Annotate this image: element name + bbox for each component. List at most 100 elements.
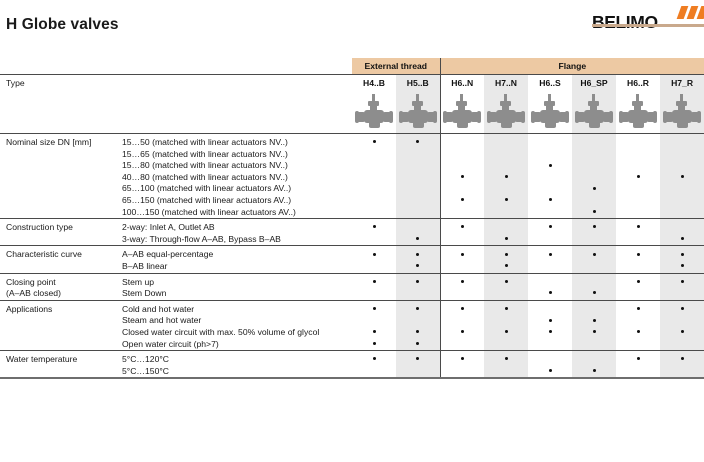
product-image-row (0, 90, 704, 134)
availability-cell (396, 234, 440, 246)
availability-cell (441, 261, 485, 273)
spacer-cell (0, 90, 118, 134)
availability-cell (396, 149, 440, 161)
product-image-cell (572, 90, 617, 134)
availability-cell (441, 183, 485, 195)
availability-cell (572, 339, 616, 351)
availability-dot (460, 175, 464, 179)
availability-cell (572, 234, 616, 246)
availability-cell (352, 149, 396, 161)
product-image-cell (660, 90, 704, 134)
availability-cell (616, 172, 660, 184)
section-label: Nominal size DN [mm] (0, 132, 118, 220)
section-column-cells (528, 245, 573, 274)
availability-cell (441, 315, 485, 327)
row-description: 65…100 (matched with linear actuators AV… (122, 183, 292, 194)
row-description: A–AB equal-percentage (122, 249, 214, 260)
section-descriptions: 15…50 (matched with linear actuators NV.… (118, 132, 352, 220)
availability-cell (660, 149, 704, 161)
section-row: Construction type 2-way: Inlet A, Outlet … (0, 218, 704, 247)
section-column-cells (528, 350, 573, 380)
availability-cell (616, 315, 660, 327)
section-column-cells (484, 350, 529, 380)
availability-cell (352, 327, 396, 339)
logo-underline (592, 24, 704, 27)
availability-cell (616, 195, 660, 207)
availability-cell (484, 234, 528, 246)
availability-cell (660, 304, 704, 316)
availability-cell (484, 195, 528, 207)
availability-cell (484, 315, 528, 327)
section-column-cells (396, 350, 441, 380)
availability-cell (441, 149, 485, 161)
availability-dot (416, 357, 420, 361)
availability-cell (528, 183, 572, 195)
row-description: Open water circuit (ph>7) (122, 338, 219, 349)
section-column-cells (352, 350, 396, 380)
availability-dot (548, 318, 552, 322)
availability-cell (528, 149, 572, 161)
row-description: Steam and hot water (122, 315, 202, 326)
availability-dot (592, 225, 596, 229)
availability-cell (352, 249, 396, 261)
section-column-cells (572, 350, 617, 380)
availability-dot (460, 252, 464, 256)
availability-cell (484, 137, 528, 149)
section-column-cells (660, 245, 704, 274)
availability-cell (616, 207, 660, 219)
availability-cell (572, 207, 616, 219)
availability-cell (352, 288, 396, 300)
availability-cell (396, 315, 440, 327)
availability-cell (660, 327, 704, 339)
row-description: 15…50 (matched with linear actuators NV.… (122, 137, 288, 147)
row-label-line: Characteristic curve (6, 249, 82, 260)
availability-dot (592, 369, 596, 372)
availability-cell (528, 315, 572, 327)
availability-cell (660, 261, 704, 273)
availability-dot (680, 279, 684, 283)
availability-dot (636, 279, 640, 283)
availability-cell (441, 160, 485, 172)
availability-cell (660, 249, 704, 261)
globe-valve-photo (619, 92, 658, 130)
availability-dot (592, 252, 596, 256)
row-label-line: Water temperature (6, 354, 78, 365)
availability-dot (592, 318, 596, 322)
availability-cell (396, 160, 440, 172)
availability-cell (441, 249, 485, 261)
availability-dot (680, 357, 684, 361)
logo-wordmark: BELIMO (592, 12, 658, 32)
section-row: Characteristic curve A–AB equal-percentag… (0, 245, 704, 274)
availability-cell (396, 261, 440, 273)
availability-cell (352, 207, 396, 219)
availability-cell (396, 366, 440, 378)
availability-dot (372, 225, 376, 229)
product-image-cell (396, 90, 441, 134)
availability-cell (660, 160, 704, 172)
spacer-cell (118, 74, 352, 90)
section-descriptions: A–AB equal-percentage B–AB linear (118, 245, 352, 274)
availability-cell (441, 195, 485, 207)
availability-dot (504, 252, 508, 256)
availability-cell (528, 354, 572, 366)
availability-cell (352, 354, 396, 366)
section-label: Water temperature (0, 350, 118, 380)
availability-cell (528, 234, 572, 246)
availability-dot (504, 237, 508, 241)
row-description: Closed water circuit with max. 50% volum… (122, 326, 320, 337)
availability-cell (528, 277, 572, 289)
availability-cell (572, 304, 616, 316)
availability-dot (504, 264, 508, 268)
row-label-line: Applications (6, 303, 53, 314)
section-column-cells (616, 132, 661, 220)
availability-cell (660, 222, 704, 234)
column-header-model: H6..R (616, 74, 661, 90)
availability-cell (528, 195, 572, 207)
availability-cell (616, 339, 660, 351)
availability-dot (548, 198, 552, 202)
section-column-cells (439, 218, 485, 247)
availability-cell (352, 315, 396, 327)
availability-cell (441, 288, 485, 300)
row-description: 15…65 (matched with linear actuators NV.… (122, 148, 288, 159)
